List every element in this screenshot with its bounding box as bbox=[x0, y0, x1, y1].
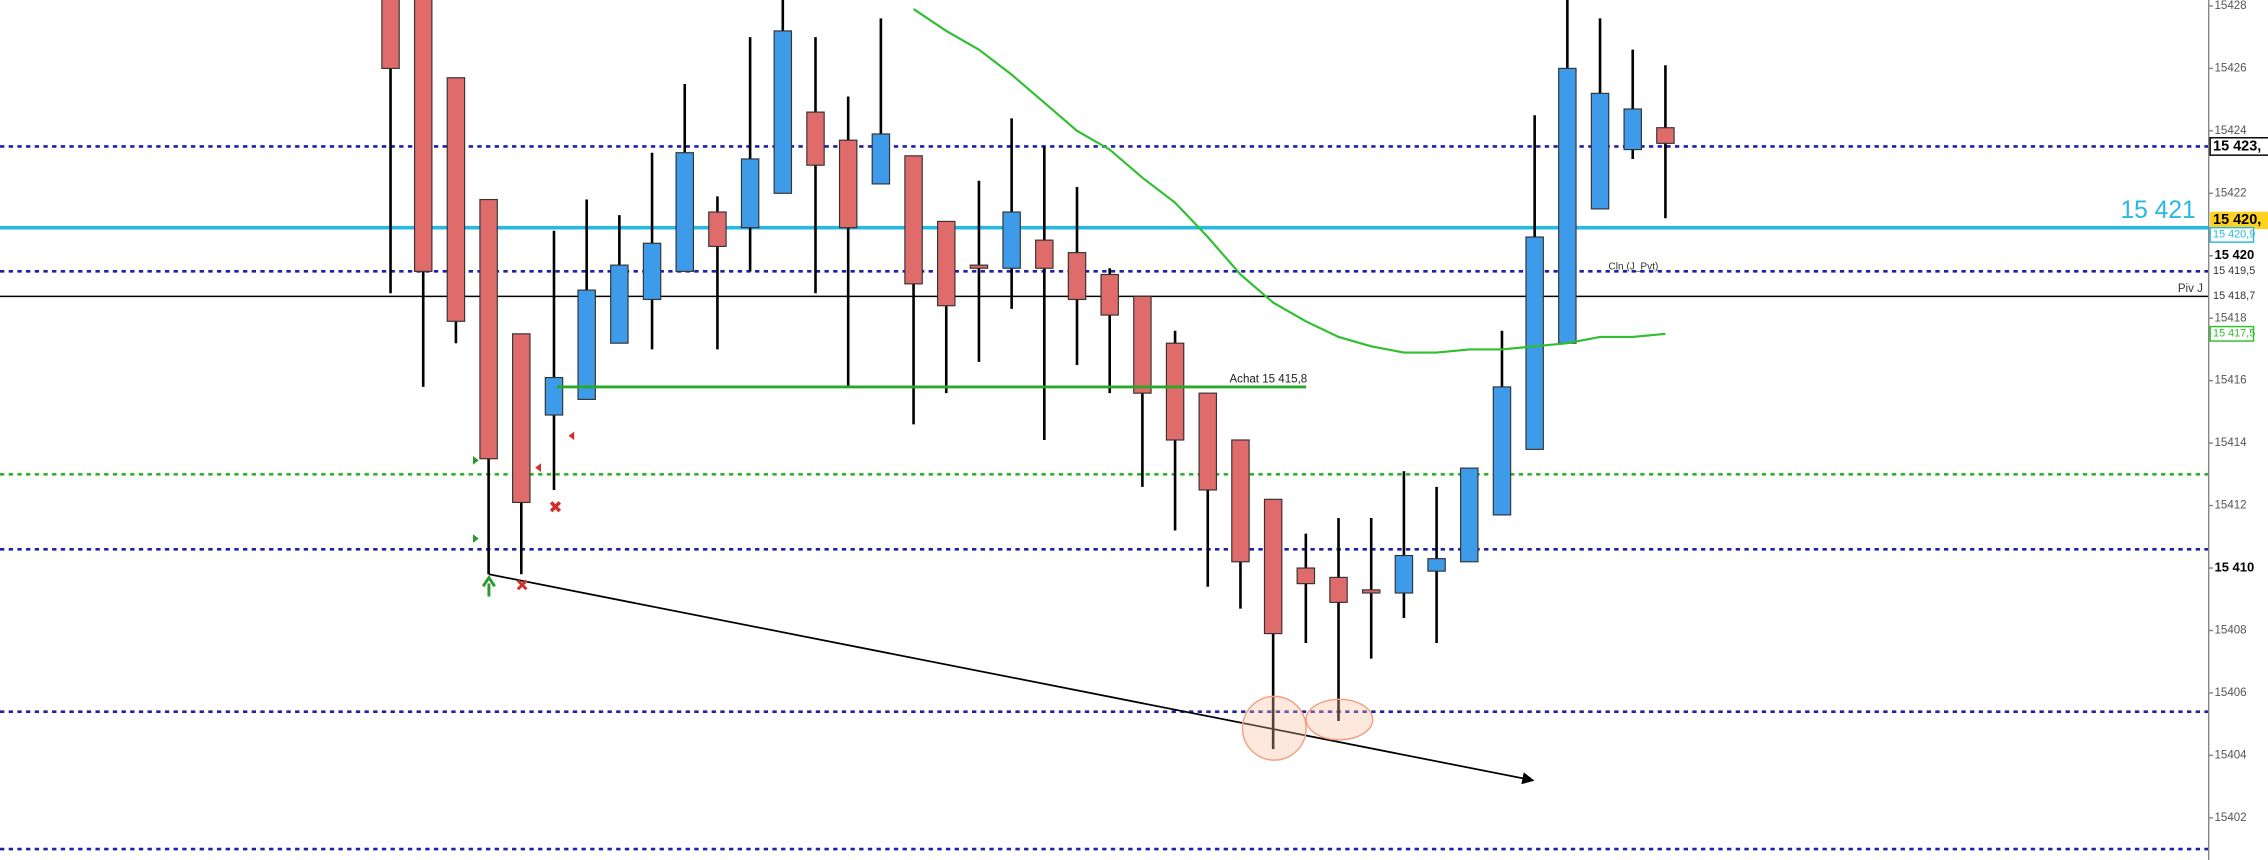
candle-body bbox=[871, 133, 891, 185]
y-tick-label: 15412 bbox=[2214, 500, 2246, 512]
candle-body bbox=[1198, 392, 1218, 491]
y-tick-label: 15404 bbox=[2214, 749, 2247, 761]
axis-label-box bbox=[2210, 289, 2254, 304]
axis-label-box bbox=[2210, 264, 2254, 279]
signal-triangle bbox=[535, 463, 541, 472]
candle-body bbox=[1296, 567, 1316, 585]
candle-body bbox=[1492, 386, 1512, 516]
markers bbox=[472, 431, 1374, 761]
y-tick-label: 15416 bbox=[2214, 375, 2246, 387]
y-tick-label: 15 410 bbox=[2214, 559, 2254, 574]
candle-body bbox=[1525, 236, 1544, 450]
y-tick-label: 15406 bbox=[2214, 687, 2246, 699]
candle-body bbox=[936, 220, 956, 307]
axis-label-box bbox=[2209, 137, 2268, 156]
signal-triangle bbox=[472, 534, 479, 543]
highlight-circle bbox=[1305, 698, 1374, 741]
price-axis: 15402 15404 15406 15408 15 410 15412 15414 1541… bbox=[2208, 0, 2268, 824]
axis-label: 15 418,7 bbox=[2213, 290, 2255, 302]
overlay: Achat 15 415,8 bbox=[488, 8, 1666, 785]
level-text: Cln (J_Pvt) bbox=[1608, 262, 1658, 273]
candle-body bbox=[838, 139, 858, 229]
axis-label-box bbox=[2209, 325, 2255, 342]
candle-body bbox=[479, 198, 498, 460]
candle-body bbox=[1361, 589, 1381, 594]
sell-cross bbox=[516, 579, 528, 591]
y-tick-label: 15428 bbox=[2214, 0, 2246, 12]
y-tick-label: 15424 bbox=[2214, 125, 2247, 137]
signal-triangle bbox=[472, 456, 479, 465]
candle-body bbox=[806, 111, 825, 166]
price-label: 15 420, bbox=[2213, 212, 2261, 228]
y-tick-label: 15408 bbox=[2214, 625, 2246, 637]
candle-body bbox=[1100, 273, 1119, 316]
level-text: 15 421 bbox=[2120, 197, 2195, 224]
candle-body bbox=[642, 242, 662, 301]
candles bbox=[381, 0, 1675, 750]
candle-body bbox=[1165, 342, 1185, 441]
candle-body bbox=[512, 333, 531, 504]
candle-body bbox=[413, 0, 433, 272]
axis-label: 15 420,9 bbox=[2213, 229, 2255, 241]
levels: 15 421 Cln (J_Pvt) Piv J bbox=[0, 145, 2209, 851]
highlight-circle bbox=[1241, 695, 1307, 761]
y-tick-label: 15418 bbox=[2214, 312, 2246, 324]
y-tick-label: 15402 bbox=[2214, 812, 2246, 824]
axis-label: 15 419,5 bbox=[2213, 265, 2255, 277]
candle-body bbox=[773, 30, 793, 194]
buy-arrow bbox=[481, 575, 496, 597]
candle-body bbox=[1558, 67, 1577, 344]
candle-body bbox=[610, 264, 629, 344]
candle-body bbox=[1002, 211, 1021, 269]
moving-average bbox=[912, 8, 1666, 354]
candle-body bbox=[675, 152, 694, 272]
achat-text: Achat 15 415,8 bbox=[1229, 374, 1307, 386]
candle-body bbox=[1427, 558, 1446, 572]
candle-body bbox=[1394, 554, 1414, 594]
candle-body bbox=[1133, 295, 1152, 394]
y-tick-label: 15422 bbox=[2214, 187, 2246, 199]
axis-label-box bbox=[2209, 226, 2255, 243]
candle-body bbox=[740, 158, 760, 229]
y-tick-label: 15414 bbox=[2214, 437, 2247, 449]
candle-body bbox=[708, 211, 727, 247]
sell-cross bbox=[549, 501, 562, 513]
y-tick-label: 15 420 bbox=[2214, 247, 2254, 262]
candle-body bbox=[1656, 127, 1675, 144]
axis-label: 15 417,5 bbox=[2213, 328, 2255, 340]
candle-body bbox=[1329, 576, 1348, 603]
candle-body bbox=[1590, 92, 1610, 210]
candle-body bbox=[381, 0, 400, 69]
candle-body bbox=[904, 155, 923, 285]
candle-body bbox=[1460, 467, 1479, 563]
candle-body bbox=[577, 289, 596, 400]
signal-triangle bbox=[568, 431, 575, 441]
candle-body bbox=[446, 77, 466, 322]
candle-body bbox=[969, 264, 989, 269]
trend-line bbox=[488, 573, 1535, 785]
candle-body bbox=[1067, 252, 1087, 301]
candle-body bbox=[1231, 439, 1250, 563]
candle-body bbox=[1263, 498, 1283, 635]
y-tick-label: 15426 bbox=[2214, 62, 2246, 74]
candle-body bbox=[1035, 239, 1054, 269]
candle-body bbox=[544, 376, 564, 416]
price-label-box bbox=[2210, 211, 2268, 230]
candle-body bbox=[1623, 108, 1642, 151]
level-text: Piv J bbox=[2178, 283, 2203, 295]
axis-label: 15 423, bbox=[2213, 138, 2261, 154]
